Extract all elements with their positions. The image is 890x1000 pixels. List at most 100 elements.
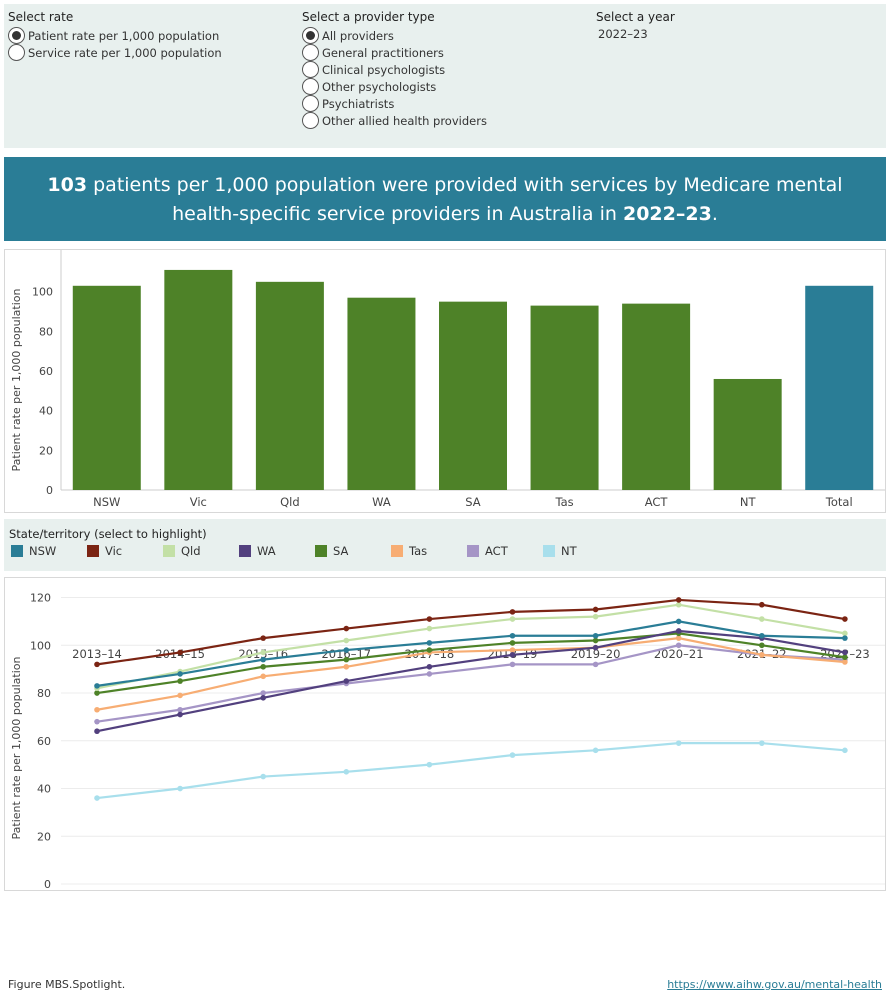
x-tick-label: Tas xyxy=(554,495,573,509)
radio-unselected-icon[interactable] xyxy=(302,61,319,78)
legend-swatch xyxy=(87,545,99,557)
bar-act[interactable] xyxy=(622,303,691,490)
data-point-qld xyxy=(260,649,266,656)
series-line-qld[interactable] xyxy=(96,603,846,690)
data-point-nsw xyxy=(592,632,599,639)
year-value[interactable]: 2022–23 xyxy=(598,27,648,41)
bar-nsw[interactable] xyxy=(72,285,141,490)
series-line-nsw[interactable] xyxy=(96,620,845,687)
data-point-tas xyxy=(177,692,183,699)
legend-label: Vic xyxy=(105,544,123,558)
data-point-vic xyxy=(842,616,848,622)
provider-option-clinical-psychologists[interactable]: Clinical psychologists xyxy=(302,61,487,78)
data-point-vic xyxy=(343,625,350,632)
data-point-wa xyxy=(842,649,848,656)
series-line-act[interactable] xyxy=(96,644,845,723)
y-tick-label: 40 xyxy=(39,405,53,418)
rate-selector-title: Select rate xyxy=(8,10,74,24)
figure-caption: Figure MBS.Spotlight. xyxy=(8,978,126,991)
data-point-wa xyxy=(592,644,599,651)
bar-nt[interactable] xyxy=(713,378,782,490)
y-tick-label: 40 xyxy=(37,783,51,796)
data-point-wa xyxy=(94,728,100,735)
y-tick-label: 60 xyxy=(37,735,51,748)
series-line-wa[interactable] xyxy=(96,629,846,733)
provider-option-gp[interactable]: General practitioners xyxy=(302,44,487,61)
y-tick-label: 0 xyxy=(44,878,51,890)
bar-total[interactable] xyxy=(805,285,874,490)
legend-item-wa[interactable]: WA xyxy=(239,544,276,558)
provider-option-psychiatrists[interactable]: Psychiatrists xyxy=(302,95,487,112)
data-point-vic xyxy=(426,616,433,622)
legend-item-tas[interactable]: Tas xyxy=(391,544,427,558)
legend-item-vic[interactable]: Vic xyxy=(87,544,122,558)
legend-label: ACT xyxy=(485,544,508,558)
source-link[interactable]: https://www.aihw.gov.au/mental-health xyxy=(667,978,882,991)
y-axis-label: Patient rate per 1,000 population xyxy=(10,289,23,472)
bar-tas[interactable] xyxy=(530,305,599,490)
provider-option-other-allied[interactable]: Other allied health providers xyxy=(302,112,487,129)
data-point-wa xyxy=(177,711,183,718)
data-point-sa xyxy=(509,640,516,646)
data-point-act xyxy=(509,661,516,668)
legend-label: NT xyxy=(561,544,577,558)
bar-sa[interactable] xyxy=(439,301,507,490)
series-line-nt[interactable] xyxy=(96,742,845,800)
data-point-sa xyxy=(260,663,266,670)
legend-item-nsw[interactable]: NSW xyxy=(11,544,56,558)
banner-year: 2022–23 xyxy=(622,203,712,225)
x-tick-label: Vic xyxy=(190,495,207,509)
legend-swatch xyxy=(315,545,327,557)
x-tick-label: NT xyxy=(740,495,757,509)
line-chart-legend: State/territory (select to highlight) NS… xyxy=(4,519,886,571)
legend-item-sa[interactable]: SA xyxy=(315,544,348,558)
data-point-nsw xyxy=(260,656,266,663)
banner-text: patients per 1,000 population were provi… xyxy=(87,174,843,225)
bar-chart-frame: 0 20 40 60 80 100 Patient rate per 1,000 popul… xyxy=(4,249,886,513)
rate-option-patient[interactable]: Patient rate per 1,000 population xyxy=(8,27,222,44)
y-axis-label: Patient rate per 1,000 population xyxy=(10,657,23,840)
data-point-tas xyxy=(842,659,848,665)
radio-unselected-icon[interactable] xyxy=(8,44,25,61)
line-chart-frame: 0 20 40 60 80 100 120 Patient rate per 1,000 po… xyxy=(4,577,886,891)
data-point-tas xyxy=(509,647,516,653)
data-point-wa xyxy=(675,628,682,634)
rate-option-service[interactable]: Service rate per 1,000 population xyxy=(8,44,222,61)
radio-unselected-icon[interactable] xyxy=(302,95,319,112)
data-point-nt xyxy=(509,752,516,758)
data-point-nsw xyxy=(426,640,433,646)
series-line-vic[interactable] xyxy=(96,598,846,666)
legend-item-qld[interactable]: Qld xyxy=(163,544,201,558)
data-point-act xyxy=(675,642,682,649)
data-point-wa xyxy=(343,678,350,684)
provider-option-other-psychologists[interactable]: Other psychologists xyxy=(302,78,487,95)
provider-selector-title: Select a provider type xyxy=(302,10,435,24)
legend-item-act[interactable]: ACT xyxy=(467,544,508,558)
radio-unselected-icon[interactable] xyxy=(302,112,319,129)
data-point-nsw xyxy=(759,632,765,639)
data-point-sa xyxy=(426,647,433,653)
data-point-tas xyxy=(94,706,100,713)
data-point-act xyxy=(177,706,183,713)
data-point-qld xyxy=(675,601,682,608)
radio-selected-icon[interactable] xyxy=(302,27,319,44)
data-point-nsw xyxy=(94,683,100,689)
data-point-qld xyxy=(592,613,599,620)
series-line-sa[interactable] xyxy=(96,632,846,695)
rate-option-label: Service rate per 1,000 population xyxy=(28,45,222,60)
bar-vic[interactable] xyxy=(164,269,233,490)
series-line-tas[interactable] xyxy=(96,637,845,711)
radio-unselected-icon[interactable] xyxy=(302,44,319,61)
legend-item-nt[interactable]: NT xyxy=(543,544,577,558)
y-tick-label: 20 xyxy=(37,830,51,843)
radio-selected-icon[interactable] xyxy=(8,27,25,44)
data-point-sa xyxy=(842,654,848,661)
provider-option-label: All providers xyxy=(322,28,394,43)
data-point-nt xyxy=(842,747,848,754)
provider-option-all[interactable]: All providers xyxy=(302,27,487,44)
bar-qld[interactable] xyxy=(255,281,324,490)
radio-unselected-icon[interactable] xyxy=(302,78,319,95)
bar-wa[interactable] xyxy=(347,297,416,490)
x-tick-label: 2020–21 xyxy=(654,647,704,661)
data-point-tas xyxy=(343,663,350,670)
